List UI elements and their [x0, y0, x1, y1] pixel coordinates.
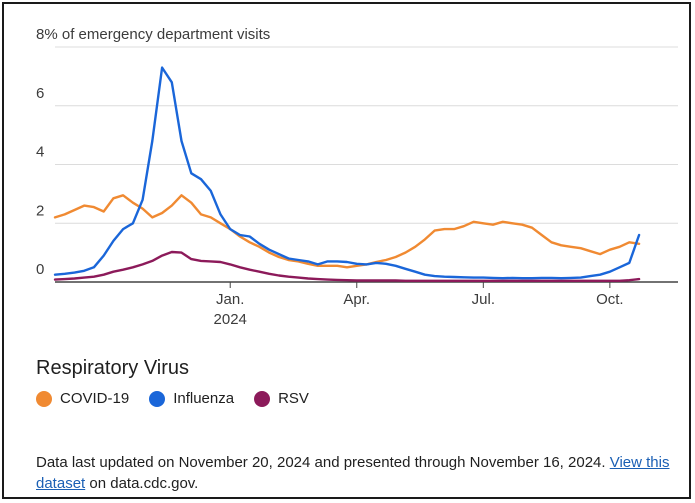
- y-tick-label: 4: [36, 144, 44, 161]
- legend-item-rsv: RSV: [254, 390, 309, 407]
- line-chart: 8% of emergency department visits 6 4 2 0 Jan…: [36, 26, 678, 328]
- y-tick-label: 6: [36, 85, 44, 102]
- y-tick-label: 0: [36, 261, 44, 278]
- x-tick-label: Apr.: [343, 291, 370, 308]
- legend-swatch: [36, 390, 52, 407]
- series-line-influenza: [53, 66, 641, 280]
- legend-label: COVID-19: [60, 390, 130, 407]
- y-tick-label: 2: [36, 202, 44, 219]
- legend-title: Respiratory Virus: [36, 357, 190, 379]
- footer-text-before: Data last updated on November 20, 2024 a…: [36, 454, 610, 471]
- legend-label: Influenza: [173, 390, 235, 407]
- x-tick-label: Oct.: [596, 291, 624, 308]
- view-dataset-link[interactable]: View this dataset: [36, 454, 670, 492]
- legend-items: COVID-19 Influenza RSV: [36, 390, 329, 407]
- footer-text-after: on data.cdc.gov.: [85, 475, 199, 492]
- series-line-covid-19: [53, 194, 641, 269]
- legend-label: RSV: [278, 390, 309, 407]
- legend-swatch: [254, 390, 271, 407]
- legend-item-influenza: Influenza: [149, 390, 234, 407]
- legend-swatch: [149, 390, 166, 407]
- footer-note: Data last updated on November 20, 2024 a…: [36, 452, 676, 494]
- y-tick-label: 8% of emergency department visits: [36, 26, 270, 43]
- x-tick-label: Jul.: [472, 291, 495, 308]
- legend-item-covid-19: COVID-19: [36, 390, 129, 407]
- chart-card: [2, 2, 691, 499]
- series-line-rsv: [53, 250, 641, 282]
- x-tick-sublabel: 2024: [214, 311, 247, 328]
- x-tick-label: Jan.: [216, 291, 244, 308]
- legend: Respiratory Virus COVID-19 Influenza RSV: [36, 357, 329, 407]
